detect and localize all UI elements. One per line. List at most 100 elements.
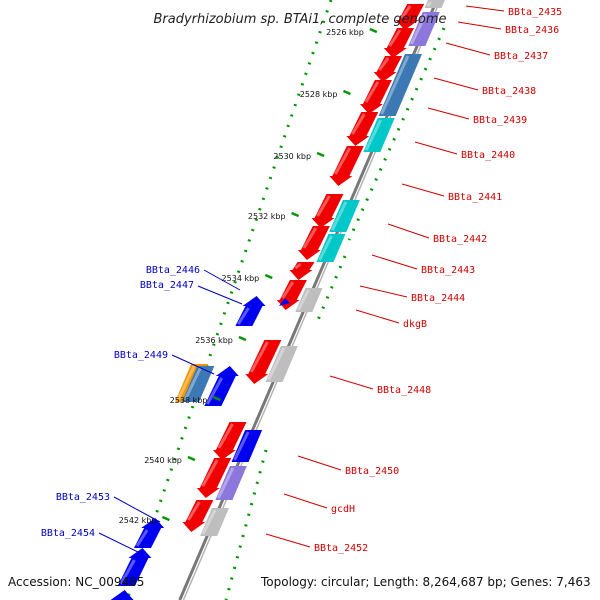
forward-cds-7 xyxy=(311,194,344,228)
tick-label-4: 2532 kbp xyxy=(248,212,286,221)
cog-feature-2-shade xyxy=(409,13,428,45)
tick-label-3: 2530 kbp xyxy=(273,152,311,161)
leader-right-1 xyxy=(465,5,505,12)
leader-right-15 xyxy=(265,533,311,548)
reverse-cds-4-shade xyxy=(119,559,136,585)
topology-text: Topology: circular; Length: 8,264,687 bp… xyxy=(260,575,591,589)
gene-label-bbta_2439[interactable]: BBta_2439 xyxy=(473,115,527,126)
leader-right-2 xyxy=(457,21,502,30)
cog-feature-4-shade xyxy=(364,119,383,151)
gene-label-bbta_2441[interactable]: BBta_2441 xyxy=(448,192,502,203)
tick-label-6: 2536 kbp xyxy=(195,336,233,345)
forward-cds-3-shade xyxy=(378,57,390,71)
cog-feature-steel-shade xyxy=(183,367,202,401)
tick-mark-4 xyxy=(291,211,300,218)
leader-left-1 xyxy=(203,269,241,291)
cog-feature-1-shade xyxy=(426,1,433,7)
cog-feature-10-shade xyxy=(217,467,235,499)
tick-label-9: 2542 kbp xyxy=(119,516,157,525)
gene-label-bbta_2454[interactable]: BBta_2454 xyxy=(41,528,95,539)
forward-cds-14-shade xyxy=(187,501,201,521)
forward-cds-5 xyxy=(346,112,379,146)
gene-label-gcdh[interactable]: gcdH xyxy=(331,504,355,515)
gene-label-bbta_2453[interactable]: BBta_2453 xyxy=(56,492,110,503)
gene-label-bbta_2437[interactable]: BBta_2437 xyxy=(494,51,548,62)
forward-cds-9 xyxy=(289,262,315,280)
tick-label-1: 2526 kbp xyxy=(326,28,364,37)
forward-cds-12 xyxy=(212,422,247,460)
cog-feature-5 xyxy=(329,200,360,232)
leader-right-7 xyxy=(401,183,445,197)
gene-label-bbta_2443[interactable]: BBta_2443 xyxy=(421,265,475,276)
cog-feature-5-shade xyxy=(330,201,348,231)
forward-cds-8 xyxy=(297,226,330,260)
gene-label-bbta_2440[interactable]: BBta_2440 xyxy=(461,150,515,161)
accession-text: Accession: NC_009485 xyxy=(8,575,144,589)
reverse-cds-3 xyxy=(134,518,165,548)
gene-label-bbta_2450[interactable]: BBta_2450 xyxy=(345,466,399,477)
leader-right-10 xyxy=(359,285,408,298)
reverse-cds-1-shade xyxy=(237,307,250,325)
gene-labels: BBta_2435 BBta_2436 BBta_2437 BBta_2438 BBta… xyxy=(41,5,562,554)
tick-label-2: 2528 kbp xyxy=(300,90,338,99)
forward-cds-4 xyxy=(360,80,392,114)
leader-left-3 xyxy=(171,354,215,375)
forward-cds-7-shade xyxy=(316,195,331,217)
cog-feature-7 xyxy=(295,288,323,312)
gene-label-bbta_2438[interactable]: BBta_2438 xyxy=(482,86,536,97)
leader-left-4 xyxy=(113,496,161,523)
gc-dots-inner xyxy=(125,0,333,600)
cog-feature-11-shade xyxy=(201,509,217,535)
gene-label-bbta_2447[interactable]: BBta_2447 xyxy=(140,280,194,291)
cog-feature-10 xyxy=(215,466,247,500)
forward-cds-2-shade xyxy=(388,29,402,47)
reverse-cds-1 xyxy=(235,296,266,326)
forward-cds-1-shade xyxy=(400,5,412,19)
forward-cds-10-shade xyxy=(281,281,295,299)
cog-feature-11 xyxy=(200,508,229,536)
tick-label-5: 2534 kbp xyxy=(222,274,260,283)
reverse-cds-3-shade xyxy=(135,529,149,547)
gene-label-bbta_2444[interactable]: BBta_2444 xyxy=(411,293,465,304)
cog-feature-6-shade xyxy=(318,235,333,261)
tick-mark-5 xyxy=(264,273,273,280)
forward-cds-11 xyxy=(245,340,282,384)
cog-feature-1 xyxy=(424,0,445,8)
forward-cds-3 xyxy=(373,56,403,82)
leader-right-5 xyxy=(427,107,470,120)
gene-label-bbta_2452[interactable]: BBta_2452 xyxy=(314,543,368,554)
gene-label-bbta_2449[interactable]: BBta_2449 xyxy=(114,350,168,361)
cog-feature-9 xyxy=(231,430,263,462)
tick-mark-1 xyxy=(369,27,378,34)
cog-feature-7-shade xyxy=(296,289,310,311)
leader-right-3 xyxy=(445,42,491,56)
gene-label-bbta_2442[interactable]: BBta_2442 xyxy=(433,234,487,245)
reverse-cds-5 xyxy=(110,590,134,600)
reverse-cds-4 xyxy=(117,548,152,586)
map-title: Bradyrhizobium sp. BTAi1, complete genom… xyxy=(153,12,446,27)
forward-cds-2 xyxy=(383,28,414,58)
gene-label-bbta_2448[interactable]: BBta_2448 xyxy=(377,385,431,396)
tick-mark-2 xyxy=(342,89,351,96)
scale-ticks: 2526 kbp 2528 kbp 2530 kbp 2532 kbp 2534 kbp… xyxy=(119,27,378,525)
leader-right-11 xyxy=(355,309,400,324)
cog-feature-2 xyxy=(408,12,440,46)
forward-cds-4-shade xyxy=(364,81,380,103)
gene-label-bbta_2435[interactable]: BBta_2435 xyxy=(508,7,562,18)
leader-right-9 xyxy=(371,254,418,270)
gene-label-bbta_2436[interactable]: BBta_2436 xyxy=(505,25,559,36)
leader-right-12 xyxy=(329,375,374,390)
cog-feature-3 xyxy=(378,54,422,116)
forward-cds-13-shade xyxy=(201,459,219,487)
cog-feature-8 xyxy=(265,346,298,382)
tick-mark-7 xyxy=(212,395,221,402)
leader-right-6 xyxy=(414,141,458,155)
gene-label-dkgb[interactable]: dkgB xyxy=(403,319,427,330)
cog-feature-4 xyxy=(363,118,395,152)
cog-feature-steel xyxy=(182,366,215,402)
cog-feature-orange-shade xyxy=(176,365,196,401)
forward-cds-6-shade xyxy=(334,147,352,175)
gene-label-bbta_2446[interactable]: BBta_2446 xyxy=(146,265,200,276)
cog-feature-6 xyxy=(316,234,346,262)
